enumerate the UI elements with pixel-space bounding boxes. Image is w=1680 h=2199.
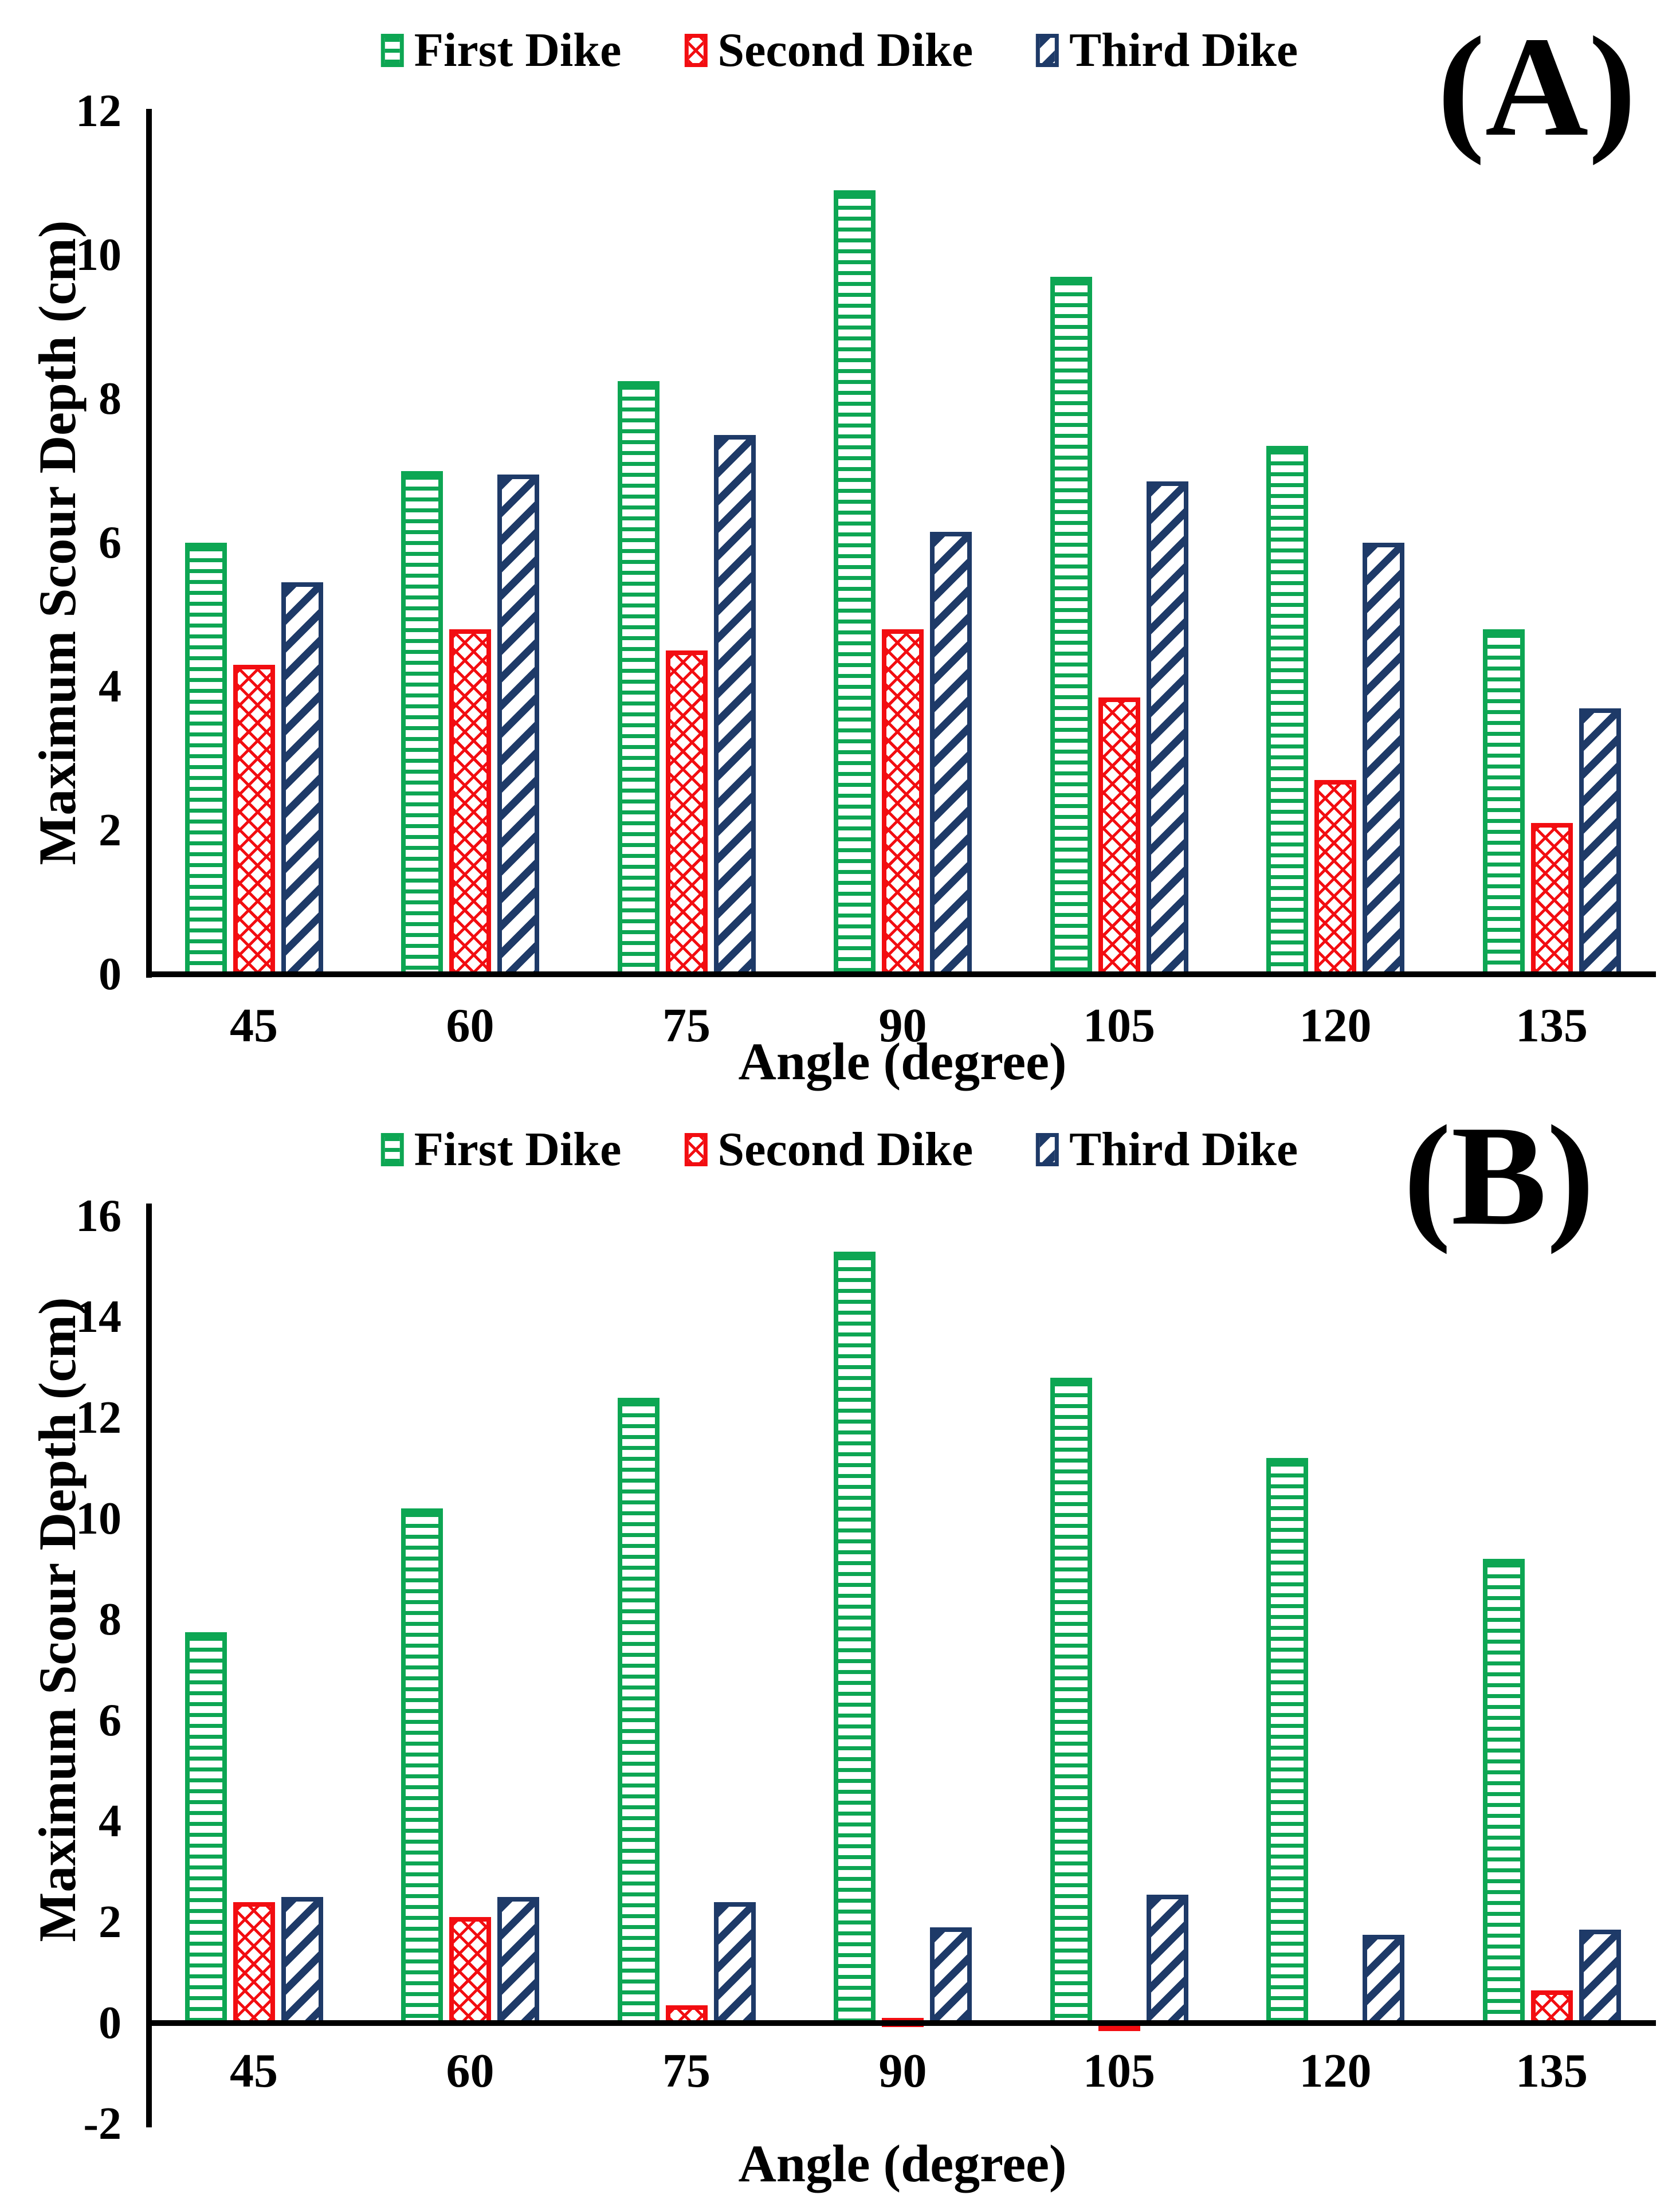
legend-label: Second Dike [717,1123,974,1176]
bar-third-dike-90 [930,1927,972,2026]
bar-first-dike-45 [185,543,227,977]
y-tick-label: 4 [99,1796,121,1847]
bar-third-dike-120 [1363,543,1404,977]
legend-item-third-dike: Third Dike [1036,1126,1298,1174]
legend-swatch-first-dike-icon [380,34,404,67]
y-tick-label: 2 [99,805,121,856]
bar-second-dike-120 [1314,780,1356,977]
y-tick-label: 14 [76,1292,121,1342]
legend-swatch-first-dike-icon [380,1133,404,1166]
bar-first-dike-120 [1266,1458,1308,2026]
y-axis-line [146,1204,152,2127]
x-category-label: 45 [230,999,278,1052]
bar-second-dike-60 [449,629,491,977]
legend: First Dike Second Dike Third Dike [380,1123,1298,1176]
bar-third-dike-120 [1363,1935,1404,2026]
bar-first-dike-45 [185,1632,227,2026]
bar-second-dike-75 [665,650,708,977]
bar-first-dike-105 [1050,276,1092,977]
x-category-label: 120 [1299,2044,1372,2098]
y-tick-label: -2 [83,2099,121,2149]
bar-second-dike-135 [1530,1990,1573,2026]
bar-first-dike-90 [834,190,876,977]
y-tick-label: 6 [99,1695,121,1746]
bar-first-dike-105 [1050,1377,1092,2026]
bar-third-dike-135 [1579,708,1621,977]
x-axis-line [146,2020,1656,2026]
bar-first-dike-135 [1482,629,1525,977]
y-axis-line [146,109,152,978]
bar-third-dike-75 [713,1902,756,2026]
y-tick-label: 0 [99,949,121,999]
legend-swatch-third-dike-icon [1036,1133,1059,1166]
legend: First Dike Second Dike Third Dike [380,23,1298,77]
bar-third-dike-45 [281,1897,323,2026]
legend-label: Third Dike [1069,1123,1298,1176]
legend-item-second-dike: Second Dike [684,1126,973,1174]
bar-third-dike-135 [1579,1930,1621,2026]
x-axis-line [146,971,1656,977]
bar-first-dike-75 [617,381,660,977]
legend-label: First Dike [414,1123,622,1176]
legend-swatch-second-dike-icon [684,1133,708,1166]
bar-second-dike-60 [449,1917,491,2026]
legend-item-first-dike: First Dike [380,23,622,77]
bar-second-dike-45 [233,1902,275,2026]
bar-second-dike-135 [1530,823,1573,977]
legend-item-first-dike: First Dike [380,1123,622,1176]
legend-item-third-dike: Third Dike [1036,26,1298,75]
bar-second-dike-105 [1098,697,1140,977]
y-tick-label: 8 [99,1594,121,1645]
x-category-label: 135 [1516,999,1588,1052]
bar-first-dike-120 [1266,445,1308,977]
bar-third-dike-45 [281,582,323,977]
y-tick-label: 12 [76,86,121,136]
x-category-label: 90 [878,999,927,1052]
bar-third-dike-60 [497,1897,539,2026]
panel-label-b: (B) [1403,1096,1595,1255]
x-category-label: 105 [1083,999,1155,1052]
y-tick-label: 16 [76,1191,121,1241]
bar-second-dike-45 [233,665,275,977]
x-category-label: 60 [446,999,494,1052]
y-tick-label: 10 [76,230,121,280]
x-category-label: 60 [446,2044,494,2098]
x-category-label: 45 [230,2044,278,2098]
legend-swatch-third-dike-icon [1036,34,1059,67]
legend-label: Second Dike [717,23,974,77]
y-tick-label: 8 [99,374,121,424]
y-tick-label: 6 [99,518,121,568]
legend-swatch-second-dike-icon [684,34,708,67]
bar-first-dike-135 [1482,1559,1525,2026]
bar-third-dike-105 [1146,481,1188,977]
x-category-label: 75 [662,2044,711,2098]
x-category-label: 135 [1516,2044,1588,2098]
x-axis-title-b: Angle (degree) [738,2134,1067,2193]
y-tick-label: 0 [99,1998,121,2048]
y-tick-label: 4 [99,661,121,712]
bar-first-dike-60 [401,1508,443,2026]
x-axis-title-a: Angle (degree) [738,1032,1067,1091]
panel-label-a: (A) [1437,7,1636,166]
bar-first-dike-90 [834,1251,876,2026]
bar-third-dike-105 [1146,1894,1188,2026]
y-tick-label: 12 [76,1393,121,1443]
x-category-label: 75 [662,999,711,1052]
legend-item-second-dike: Second Dike [684,26,973,75]
y-tick-label: 10 [76,1494,121,1544]
bar-first-dike-60 [401,471,443,977]
bar-third-dike-60 [497,474,539,977]
bar-third-dike-75 [713,434,756,977]
x-category-label: 120 [1299,999,1372,1052]
x-category-label: 105 [1083,2044,1155,2098]
bar-first-dike-75 [617,1397,660,2026]
y-tick-label: 2 [99,1897,121,1947]
bar-second-dike-90 [882,629,924,977]
legend-label: Third Dike [1069,23,1298,77]
bar-third-dike-90 [930,532,972,977]
x-category-label: 90 [878,2044,927,2098]
legend-label: First Dike [414,23,622,77]
